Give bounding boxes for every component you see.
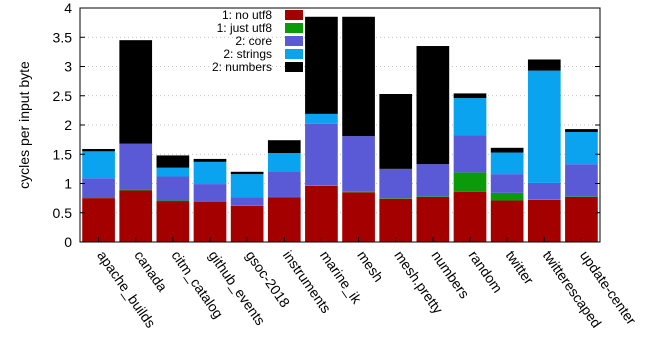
bar-segment-2-core [490, 174, 524, 193]
bar-segment-1-just-utf8 [453, 172, 487, 192]
bar-segment-2-core [379, 168, 413, 199]
bar-segment-1-just-utf8 [379, 198, 413, 199]
legend-swatch [285, 10, 303, 20]
legend-swatch [285, 23, 303, 33]
bar-segment-1-no-utf8 [156, 201, 190, 242]
bar-segment-1-just-utf8 [230, 205, 264, 206]
bar-segment-1-just-utf8 [565, 196, 598, 197]
bar-segment-2-strings [490, 152, 524, 175]
bar-segment-2-core [82, 178, 115, 198]
bar-segment-2-numbers [527, 59, 561, 71]
bar-segment-1-just-utf8 [267, 196, 301, 198]
bar-segment-2-numbers [119, 40, 153, 144]
bar-segment-1-just-utf8 [342, 191, 375, 193]
legend-swatch [285, 49, 303, 59]
bar-segment-2-strings [527, 70, 561, 183]
legend-swatch [285, 36, 303, 46]
bar-segment-1-no-utf8 [305, 185, 338, 242]
bar-segment-2-core [565, 164, 598, 197]
bar-segment-1-no-utf8 [342, 192, 375, 242]
legend-label: 1: just utf8 [217, 21, 273, 35]
bar-segment-2-numbers [416, 46, 450, 165]
y-tick-label: 1 [64, 176, 72, 192]
bar-segment-1-no-utf8 [416, 196, 450, 242]
x-tick-label: twitter [503, 248, 538, 288]
bar-segment-2-numbers [453, 93, 487, 99]
bar-segment-1-no-utf8 [490, 200, 524, 242]
x-tick-label: mesh [354, 248, 387, 285]
bar-segment-2-numbers [342, 16, 375, 137]
y-tick-label: 0.5 [53, 205, 73, 221]
bar-segment-2-core [416, 164, 450, 197]
legend-label: 2: core [235, 34, 272, 48]
legend-label: 1: no utf8 [222, 8, 272, 22]
y-tick-label: 2.5 [53, 88, 73, 104]
bar-segment-2-numbers [156, 155, 190, 168]
bar-segment-2-strings [565, 132, 598, 165]
bar-segment-1-no-utf8 [379, 198, 413, 242]
bar-segment-2-strings [156, 167, 190, 177]
bar-segment-2-numbers [379, 93, 413, 169]
x-tick-label: canada [131, 248, 171, 295]
bar-segment-1-no-utf8 [267, 197, 301, 242]
bar-segment-2-strings [305, 113, 338, 124]
bar-segment-1-no-utf8 [565, 196, 598, 242]
bar-segment-1-no-utf8 [119, 190, 153, 242]
bar-segment-1-just-utf8 [193, 201, 227, 202]
bar-segment-1-no-utf8 [230, 205, 264, 242]
bar-segment-1-no-utf8 [82, 198, 115, 242]
bar-segment-2-numbers [230, 171, 264, 175]
grid-lines [80, 36, 600, 214]
bars [82, 16, 598, 242]
y-tick-label: 0 [64, 234, 72, 250]
bar-segment-1-just-utf8 [527, 199, 561, 200]
bar-segment-2-strings [267, 153, 301, 172]
legend-label: 2: strings [223, 47, 272, 61]
bar-segment-2-strings [193, 161, 227, 185]
y-tick-label: 2 [64, 117, 72, 133]
y-axis-title: cycles per input byte [16, 61, 32, 189]
bar-segment-2-core [230, 197, 264, 206]
bar-segment-2-numbers [193, 158, 227, 162]
bar-segment-2-numbers [305, 16, 338, 114]
bar-segment-1-just-utf8 [490, 192, 524, 201]
y-tick-label: 3.5 [53, 29, 73, 45]
bar-segment-2-numbers [82, 148, 115, 152]
bar-segment-2-core [119, 143, 153, 190]
legend-swatch [285, 62, 303, 72]
y-tick-label: 3 [64, 59, 72, 75]
bar-segment-2-numbers [267, 140, 301, 154]
x-tick-label: random [466, 248, 506, 296]
bar-segment-2-strings [453, 98, 487, 136]
y-tick-label: 4 [64, 0, 72, 16]
bar-segment-2-strings [82, 151, 115, 179]
x-tick-labels: apache_buildscanadacitm_cataloggithub_ev… [94, 237, 640, 331]
y-tick-label: 1.5 [53, 146, 73, 162]
bar-segment-1-just-utf8 [119, 189, 153, 191]
bar-segment-1-just-utf8 [156, 200, 190, 202]
bar-segment-2-core [453, 135, 487, 173]
bar-segment-1-no-utf8 [453, 191, 487, 242]
bar-segment-1-just-utf8 [416, 196, 450, 197]
y-ticks: 0 0.5 1 1.5 2 2.5 3 3.5 4 [53, 0, 600, 250]
bar-segment-2-core [193, 184, 227, 202]
bar-segment-2-numbers [490, 147, 524, 153]
legend-label: 2: numbers [212, 60, 272, 74]
bar-segment-1-just-utf8 [305, 185, 338, 186]
bar-segment-1-no-utf8 [193, 201, 227, 242]
bar-segment-2-core [267, 171, 301, 197]
bar-segment-2-core [342, 136, 375, 192]
bar-segment-2-core [156, 176, 190, 201]
bar-segment-1-no-utf8 [527, 199, 561, 242]
bar-segment-2-numbers [565, 129, 598, 133]
bar-segment-2-core [527, 182, 561, 200]
bar-segment-2-strings [230, 174, 264, 198]
bar-segment-1-just-utf8 [82, 197, 115, 199]
bar-segment-2-core [305, 123, 338, 186]
